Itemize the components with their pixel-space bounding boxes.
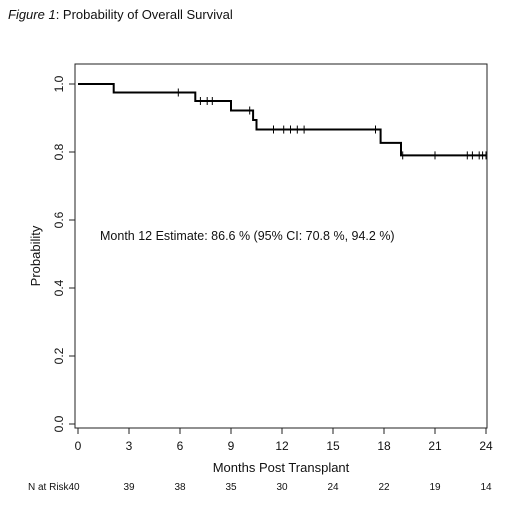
at-risk-count: 35 [225, 482, 237, 493]
x-axis: 0 3 6 9 12 15 18 21 24 [75, 428, 493, 453]
at-risk-label: N at Risk [28, 482, 70, 493]
y-axis-label: Probability [28, 225, 43, 286]
y-tick-label: 0.2 [52, 347, 66, 364]
y-tick-label: 0.8 [52, 143, 66, 160]
x-tick-label: 24 [479, 439, 493, 453]
x-tick-label: 0 [75, 439, 82, 453]
at-risk-count: 38 [174, 482, 186, 493]
y-axis: 0.0 0.2 0.4 0.6 0.8 1.0 [52, 75, 75, 432]
at-risk-count: 24 [327, 482, 339, 493]
y-tick-label: 1.0 [52, 75, 66, 92]
survival-curve-group [78, 83, 486, 157]
x-tick-label: 3 [126, 439, 133, 453]
at-risk-count: 14 [480, 482, 492, 493]
at-risk-count: 30 [276, 482, 288, 493]
y-tick-label: 0.4 [52, 279, 66, 296]
x-tick-label: 9 [228, 439, 235, 453]
at-risk-count: 39 [123, 482, 135, 493]
x-tick-label: 15 [326, 439, 340, 453]
x-axis-label: Months Post Transplant [213, 460, 350, 475]
x-tick-label: 12 [275, 439, 289, 453]
at-risk-count: 22 [378, 482, 390, 493]
month-12-estimate-annotation: Month 12 Estimate: 86.6 % (95% CI: 70.8 … [100, 229, 395, 243]
figure-label: Figure 1 [8, 7, 56, 22]
censor-marks-group [177, 88, 487, 160]
at-risk-count: 40 [68, 482, 80, 493]
y-tick-label: 0.6 [52, 211, 66, 228]
plot-frame [74, 63, 488, 429]
at-risk-count: 19 [429, 482, 441, 493]
figure-title: Figure 1: Probability of Overall Surviva… [8, 7, 233, 22]
x-tick-label: 18 [377, 439, 391, 453]
survival-curve [78, 83, 486, 157]
x-tick-label: 6 [177, 439, 184, 453]
y-tick-label: 0.0 [52, 415, 66, 432]
x-tick-label: 21 [428, 439, 442, 453]
figure-title-text: : Probability of Overall Survival [55, 7, 233, 22]
at-risk-table: 40 39 38 35 30 24 22 19 14 [68, 482, 492, 493]
plot-border [74, 63, 488, 429]
